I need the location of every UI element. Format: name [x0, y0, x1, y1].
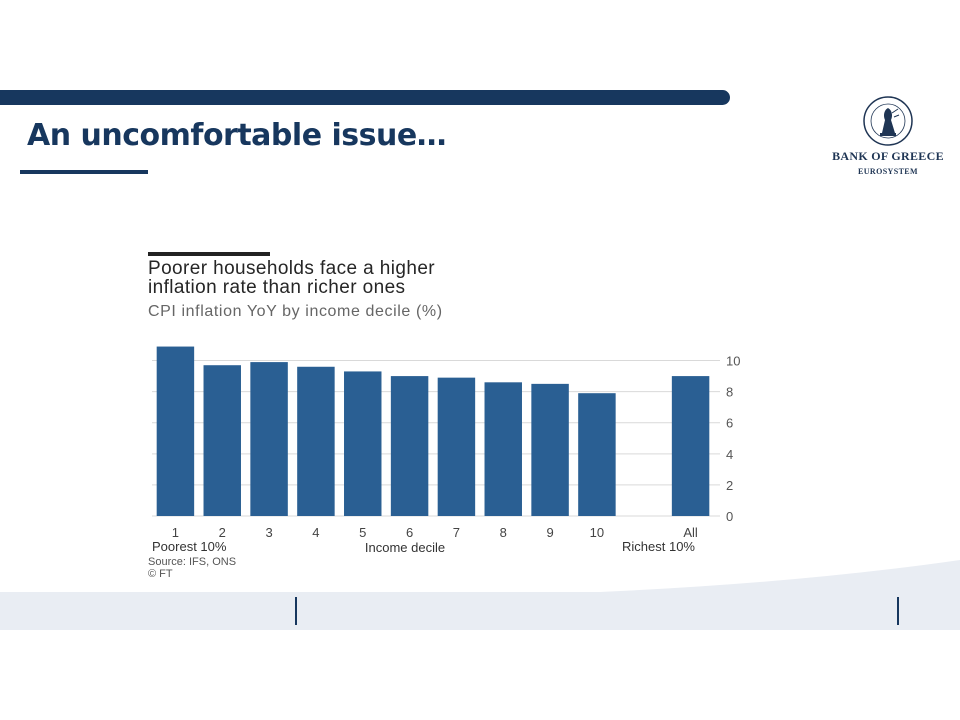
- header-bar: [0, 90, 730, 105]
- bar: [578, 393, 616, 516]
- x-tick-label: 9: [546, 525, 553, 540]
- x-tick-label: 1: [172, 525, 179, 540]
- slide-title: An uncomfortable issue…: [27, 118, 447, 153]
- bar: [671, 376, 710, 516]
- chart-title-rule: [148, 252, 270, 256]
- x-axis-label: Income decile: [365, 540, 445, 555]
- chart-title: Poorer households face a higher inflatio…: [148, 259, 435, 297]
- bank-seal-icon: [863, 96, 913, 146]
- chart-panel: Poorer households face a higher inflatio…: [140, 245, 780, 585]
- y-tick-label: 0: [726, 509, 733, 524]
- title-underline: [20, 170, 148, 174]
- bar: [203, 365, 241, 516]
- footer-divider-right: [897, 597, 899, 625]
- footer-band: [0, 592, 960, 630]
- bar: [297, 366, 335, 516]
- x-tick-label: 2: [219, 525, 226, 540]
- bar: [484, 382, 522, 516]
- y-tick-label: 10: [726, 354, 740, 369]
- logo-name: BANK OF GREECE: [832, 149, 944, 163]
- x-tick-label: 5: [359, 525, 366, 540]
- richest-caption: Richest 10%: [622, 539, 695, 554]
- x-tick-label: 8: [500, 525, 507, 540]
- bar: [250, 362, 288, 516]
- bar: [156, 346, 195, 516]
- chart-title-line-1: Poorer households face a higher: [148, 258, 436, 279]
- chart-credit: © FT: [148, 568, 173, 580]
- chart-source: Source: IFS, ONS: [148, 556, 237, 568]
- plot-area: [152, 345, 714, 516]
- bar: [437, 377, 476, 516]
- y-tick-label: 2: [726, 478, 733, 493]
- bank-logo: BANK OF GREECE EUROSYSTEM: [828, 95, 948, 180]
- bar: [531, 383, 569, 516]
- x-tick-label: 7: [453, 525, 460, 540]
- x-tick-label: 3: [265, 525, 272, 540]
- footer-swoosh: [600, 560, 960, 595]
- bar: [344, 371, 382, 516]
- y-tick-label: 8: [726, 385, 733, 400]
- chart-subtitle: CPI inflation YoY by income decile (%): [148, 303, 443, 320]
- poorest-caption: Poorest 10%: [152, 539, 227, 554]
- y-tick-label: 6: [726, 416, 733, 431]
- x-tick-label: All: [683, 525, 698, 540]
- logo-subtitle: EUROSYSTEM: [857, 167, 918, 176]
- bar: [390, 376, 429, 516]
- footer-divider-left: [295, 597, 297, 625]
- chart-title-line-2: inflation rate than richer ones: [148, 277, 406, 298]
- x-tick-label: 4: [312, 525, 319, 540]
- x-tick-label: 6: [406, 525, 413, 540]
- y-tick-label: 4: [726, 447, 733, 462]
- x-tick-label: 10: [590, 525, 604, 540]
